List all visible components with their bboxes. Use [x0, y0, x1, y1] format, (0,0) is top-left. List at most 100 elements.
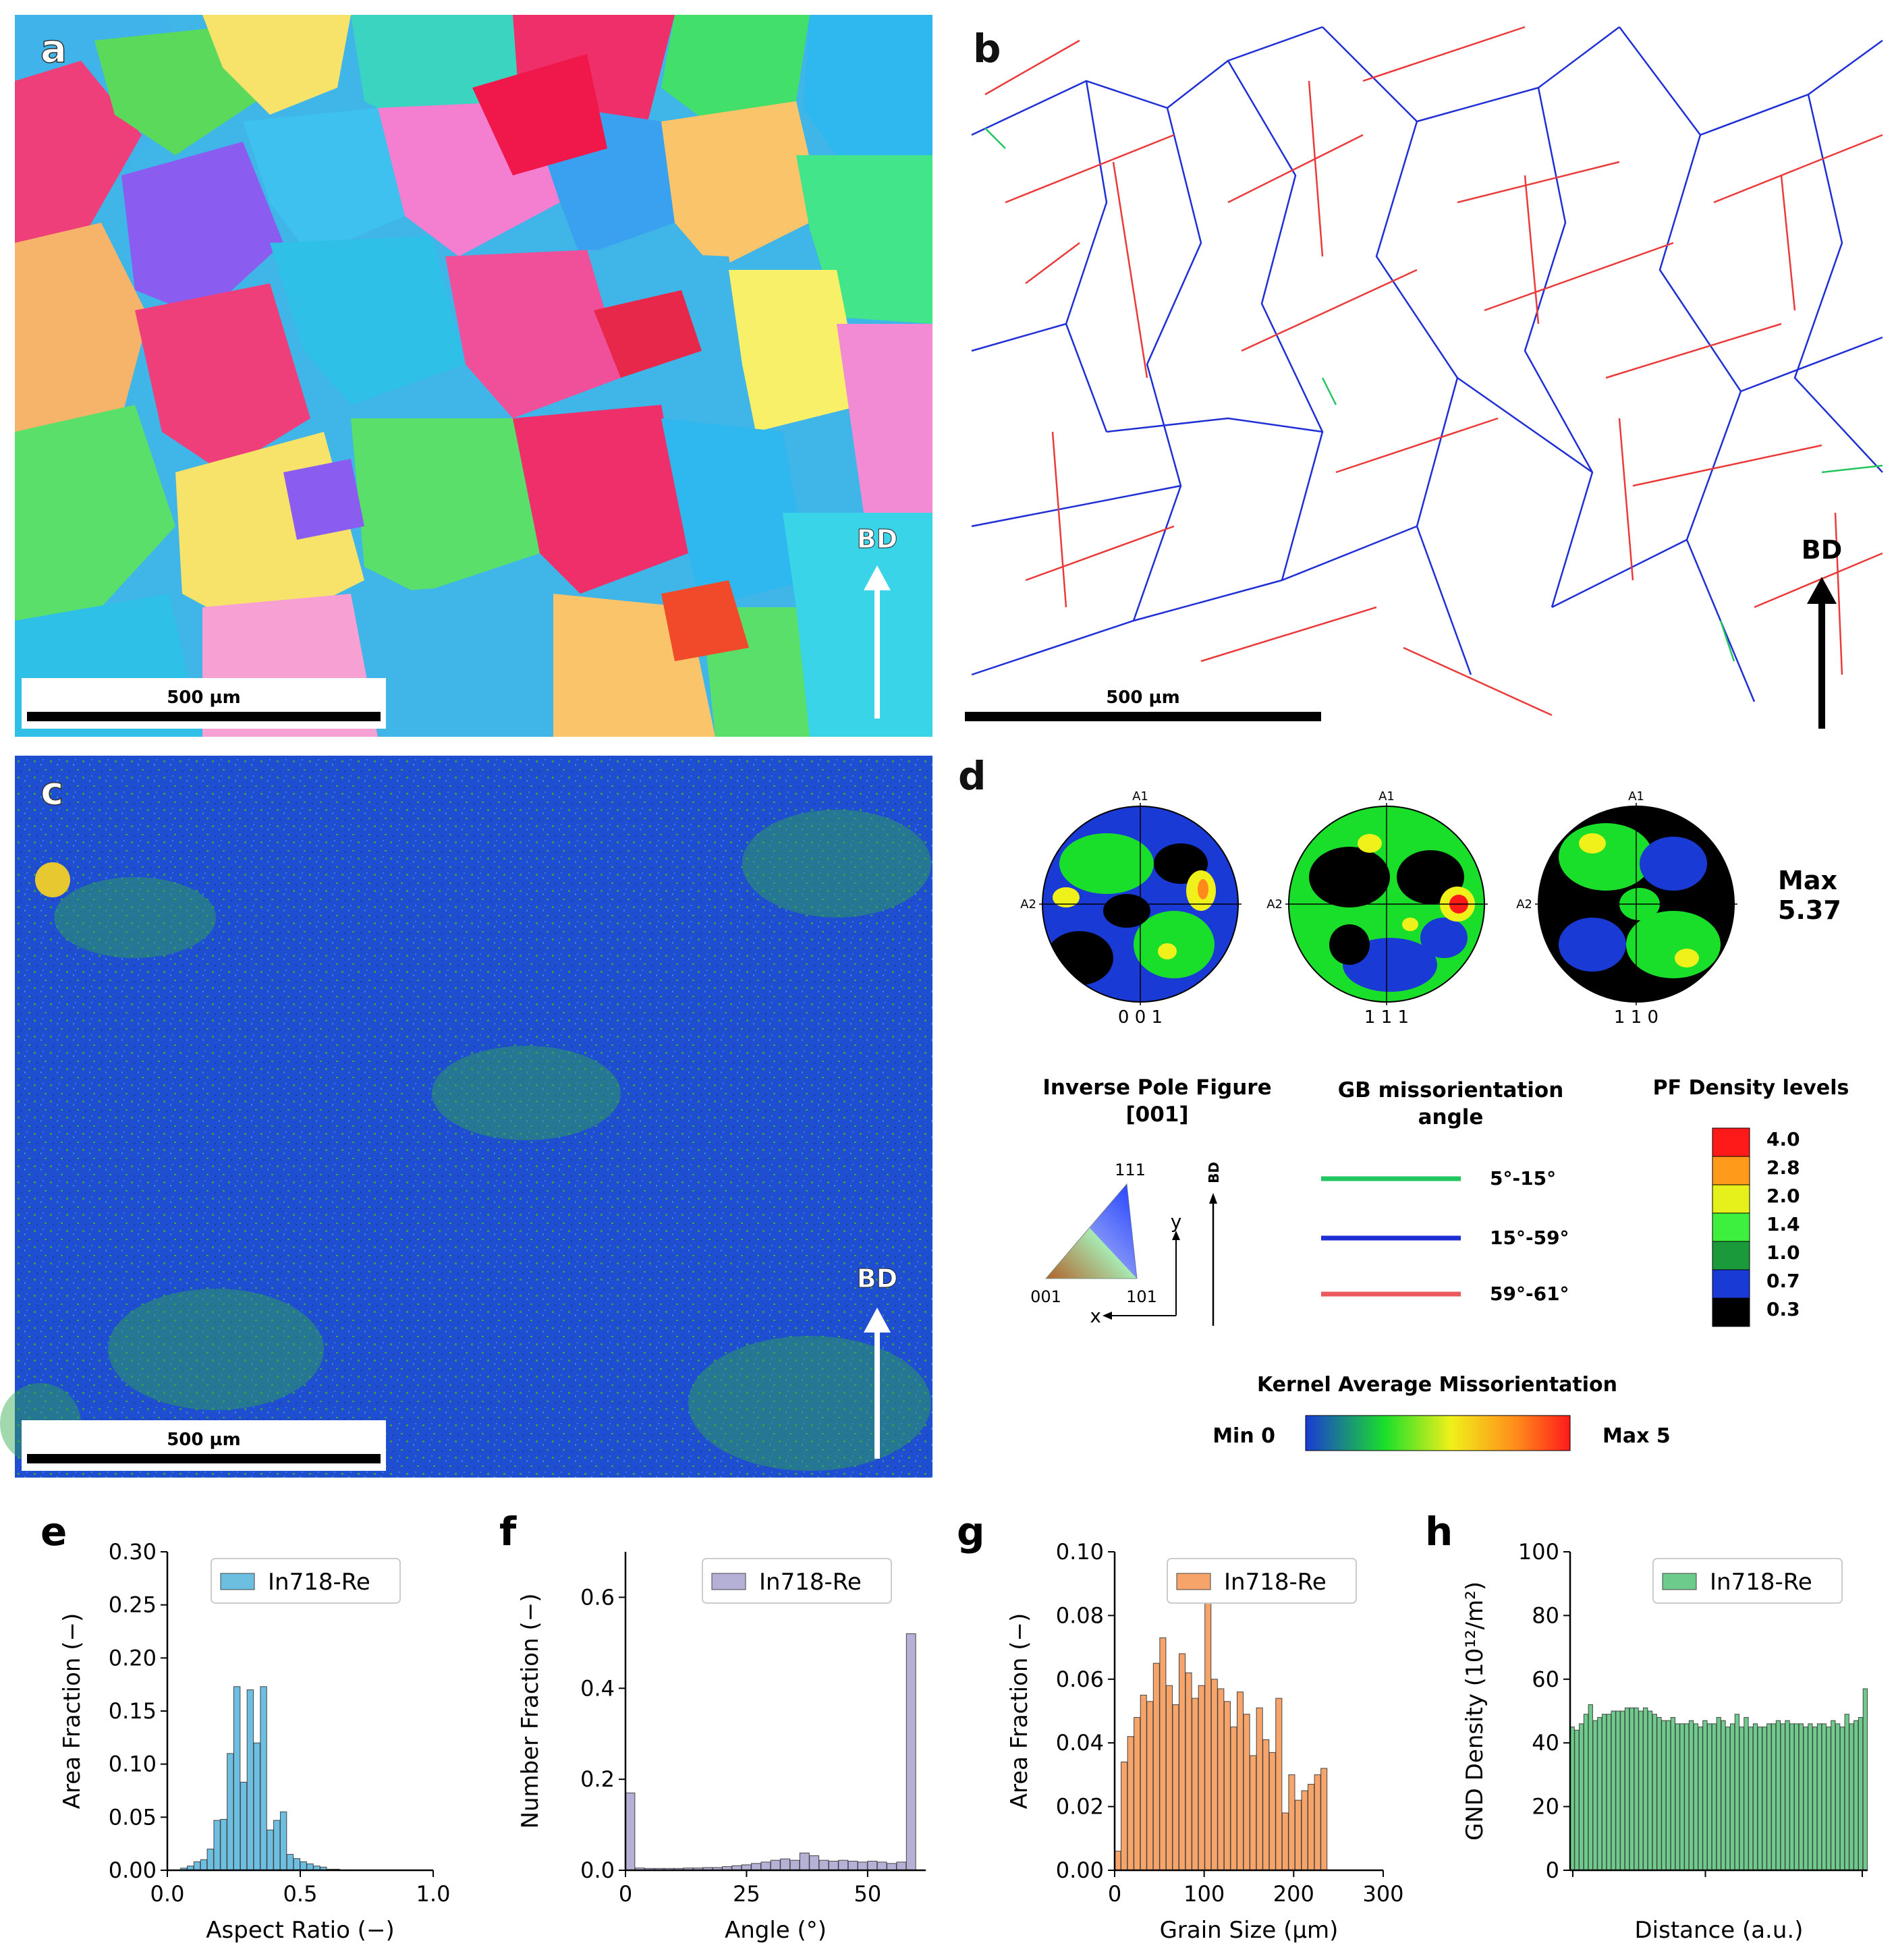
legend-box	[702, 1558, 892, 1604]
pole-figure-110: A1 A2 1 1 0	[1516, 789, 1737, 1028]
x-axis-label: Distance (a.u.)	[1634, 1917, 1803, 1944]
histogram-bar	[858, 1861, 868, 1871]
y-tick-label: 0.2	[580, 1766, 615, 1792]
histogram-bar	[905, 1633, 916, 1871]
histogram-bar	[1748, 1727, 1754, 1871]
histogram-bar	[1752, 1723, 1758, 1871]
histogram-bar	[818, 1859, 829, 1871]
histogram-bar	[279, 1811, 287, 1871]
panel-a-ipf-map: a 500 µm BD	[15, 15, 932, 737]
histogram-h: 0 20 40 60 80 100 Distance (a.u.) GND Density (…	[1461, 1539, 1868, 1944]
kam-map-background	[15, 756, 932, 1478]
y-tick-label: 0.04	[1056, 1730, 1104, 1756]
pf-level-label: 1.4	[1766, 1213, 1800, 1235]
scale-bar	[965, 712, 1321, 721]
histogram-bar	[1739, 1727, 1744, 1871]
gb-lines	[971, 26, 1883, 717]
histogram-g: 0.00 0.02 0.04 0.06 0.08 0.10 0 100 200 300 Grain …	[1006, 1539, 1404, 1944]
gb-legend-label-high: 59°-61°	[1490, 1283, 1569, 1305]
histogram-bar	[1268, 1752, 1276, 1871]
histogram-bar	[1601, 1714, 1607, 1871]
histogram-bar	[1236, 1691, 1244, 1871]
histogram-bar	[847, 1861, 858, 1871]
x-tick-label: 200	[1273, 1881, 1314, 1907]
histogram-bar	[1597, 1716, 1602, 1871]
x-tick-label: 300	[1362, 1881, 1403, 1907]
histogram-bar	[227, 1753, 234, 1871]
pf-density-scale	[1712, 1127, 1750, 1327]
histogram-bar	[1816, 1723, 1822, 1871]
histogram-bar	[1308, 1784, 1315, 1871]
pf-level-label: 2.8	[1766, 1156, 1800, 1179]
histogram-bar	[1301, 1790, 1308, 1871]
x-axis-label: Aspect Ratio (−)	[206, 1917, 394, 1944]
pf-label-110: 1 1 0	[1614, 1007, 1658, 1028]
histogram-bar	[1192, 1698, 1199, 1871]
pf-level-label: 1.0	[1766, 1241, 1800, 1264]
histogram-bar	[1230, 1727, 1237, 1871]
pf-density-title: PF Density levels	[1653, 1076, 1849, 1100]
histogram-bar	[1665, 1720, 1671, 1871]
y-tick-label: 0.05	[109, 1804, 157, 1830]
legend-swatch	[1176, 1573, 1211, 1590]
ipf-title: Inverse Pole Figure	[1042, 1075, 1271, 1100]
histogram-bar	[1780, 1723, 1785, 1871]
bd-arrowhead	[1807, 577, 1837, 604]
histogram-bar	[780, 1858, 791, 1871]
ipf-corner-001: 001	[1030, 1287, 1061, 1306]
x-axis-label: Angle (°)	[725, 1917, 827, 1944]
histogram-bar	[1185, 1672, 1192, 1871]
histogram-bar	[1844, 1714, 1849, 1871]
pf-level-label: 0.7	[1766, 1270, 1800, 1292]
histogram-bar	[1661, 1720, 1667, 1871]
histogram-bar	[1725, 1727, 1731, 1871]
panel-d-legends: d A1 A2 0 0 1	[958, 753, 1849, 1451]
histogram-bar	[1858, 1716, 1864, 1871]
histogram-bar	[1134, 1716, 1141, 1871]
histogram-bar	[760, 1861, 771, 1871]
y-tick-label: 20	[1532, 1794, 1559, 1820]
histogram-bar	[1140, 1694, 1147, 1871]
y-tick-label: 100	[1518, 1539, 1559, 1565]
y-tick-label: 0.20	[109, 1645, 157, 1671]
legend-box	[211, 1558, 401, 1604]
histogram-bar	[1684, 1723, 1690, 1871]
pf-axis-a2: A2	[1266, 897, 1283, 912]
y-tick-label: 0.25	[109, 1592, 157, 1618]
axis-x-label: x	[1090, 1305, 1101, 1327]
histogram-bar	[260, 1686, 267, 1871]
panel-letter-c: c	[40, 768, 63, 814]
histogram-bar	[1165, 1685, 1173, 1871]
x-tick-label: 0.5	[283, 1881, 318, 1907]
bd-arrowhead	[864, 565, 891, 590]
histogram-bar	[1217, 1688, 1225, 1871]
ipf-corner-111: 111	[1115, 1160, 1146, 1179]
y-tick-label: 40	[1532, 1730, 1559, 1756]
histogram-bar	[1785, 1720, 1790, 1871]
histogram-bar	[1275, 1698, 1283, 1871]
histogram-bar	[1670, 1716, 1676, 1871]
histogram-bar	[1615, 1710, 1621, 1871]
histogram-bar	[220, 1818, 227, 1871]
histogram-bar	[876, 1861, 887, 1871]
histogram-e: 0.00 0.05 0.10 0.15 0.20 0.25 0.30 0.0 0.5 1.0 Asp…	[59, 1539, 450, 1944]
gb-legend-label-mid: 15°-59°	[1490, 1227, 1569, 1249]
histogram-bar	[1629, 1707, 1634, 1871]
gb-legend-title: GB missorientation	[1338, 1078, 1564, 1102]
histogram-bar	[1281, 1812, 1289, 1871]
pf-axis-a1: A1	[1628, 789, 1644, 804]
histogram-bar	[306, 1864, 314, 1871]
y-tick-label: 0.4	[580, 1675, 615, 1701]
y-tick-label: 0.30	[109, 1539, 157, 1565]
histogram-bar	[1643, 1707, 1648, 1871]
histogram-charts: 0.000.050.100.150.200.250.300.0 0.5 1.0Asp…	[59, 1539, 1868, 1944]
histogram-bar	[1262, 1739, 1270, 1871]
kam-min-label: Min 0	[1212, 1424, 1275, 1448]
histogram-bar	[1698, 1727, 1703, 1871]
histogram-bar	[1114, 1851, 1121, 1871]
panel-c-kam-map: c 500 µm BD	[0, 756, 932, 1478]
y-tick-label: 0.08	[1056, 1602, 1104, 1628]
histogram-bar	[809, 1855, 820, 1871]
x-tick-label: 25	[733, 1881, 760, 1907]
histogram-bar	[1574, 1729, 1580, 1871]
